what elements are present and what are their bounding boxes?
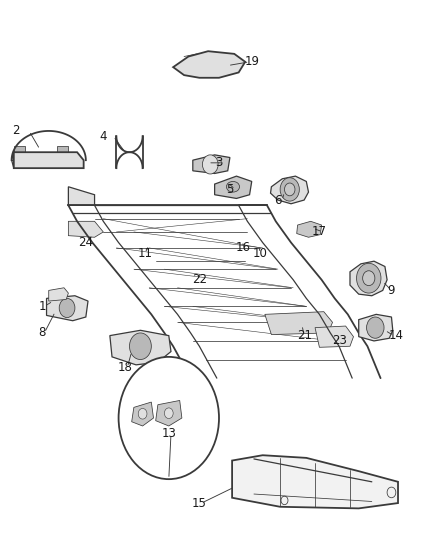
Polygon shape	[57, 147, 68, 152]
Text: 8: 8	[39, 326, 46, 340]
Text: 3: 3	[215, 156, 223, 169]
Polygon shape	[173, 51, 245, 78]
Circle shape	[130, 333, 151, 360]
Polygon shape	[68, 187, 95, 205]
Circle shape	[119, 357, 219, 479]
Polygon shape	[350, 261, 387, 296]
Text: 21: 21	[297, 329, 312, 342]
Circle shape	[367, 317, 384, 338]
Text: 9: 9	[388, 284, 395, 297]
Text: 4: 4	[99, 130, 107, 143]
Text: 10: 10	[253, 247, 268, 260]
Text: 24: 24	[78, 236, 93, 249]
Text: 19: 19	[244, 55, 259, 68]
Circle shape	[164, 408, 173, 418]
Text: 5: 5	[226, 183, 233, 196]
Text: 11: 11	[137, 247, 152, 260]
Polygon shape	[193, 155, 230, 173]
Polygon shape	[49, 288, 68, 301]
Polygon shape	[359, 314, 393, 341]
Polygon shape	[297, 221, 321, 237]
Polygon shape	[14, 152, 84, 168]
Circle shape	[59, 298, 75, 318]
Text: 2: 2	[12, 124, 20, 138]
Text: 14: 14	[389, 329, 403, 342]
Polygon shape	[315, 326, 353, 348]
Polygon shape	[46, 296, 88, 321]
Polygon shape	[68, 221, 103, 237]
Text: 15: 15	[192, 497, 207, 510]
Circle shape	[138, 408, 147, 419]
Polygon shape	[232, 455, 398, 508]
Circle shape	[202, 155, 218, 174]
Text: 18: 18	[118, 361, 133, 374]
Circle shape	[357, 263, 381, 293]
Circle shape	[363, 271, 375, 286]
Text: 1: 1	[39, 300, 46, 313]
Polygon shape	[155, 400, 182, 426]
Polygon shape	[132, 402, 153, 426]
Text: 17: 17	[312, 225, 327, 238]
Circle shape	[280, 177, 299, 201]
Text: 23: 23	[332, 334, 346, 348]
Text: 6: 6	[274, 193, 282, 207]
Polygon shape	[14, 147, 25, 152]
Ellipse shape	[226, 181, 240, 192]
Text: 16: 16	[236, 241, 251, 254]
Polygon shape	[110, 330, 171, 365]
Polygon shape	[265, 312, 332, 335]
Text: 22: 22	[192, 273, 207, 286]
Polygon shape	[215, 176, 252, 198]
Polygon shape	[271, 176, 308, 204]
Circle shape	[285, 183, 295, 196]
Text: 13: 13	[161, 427, 176, 440]
